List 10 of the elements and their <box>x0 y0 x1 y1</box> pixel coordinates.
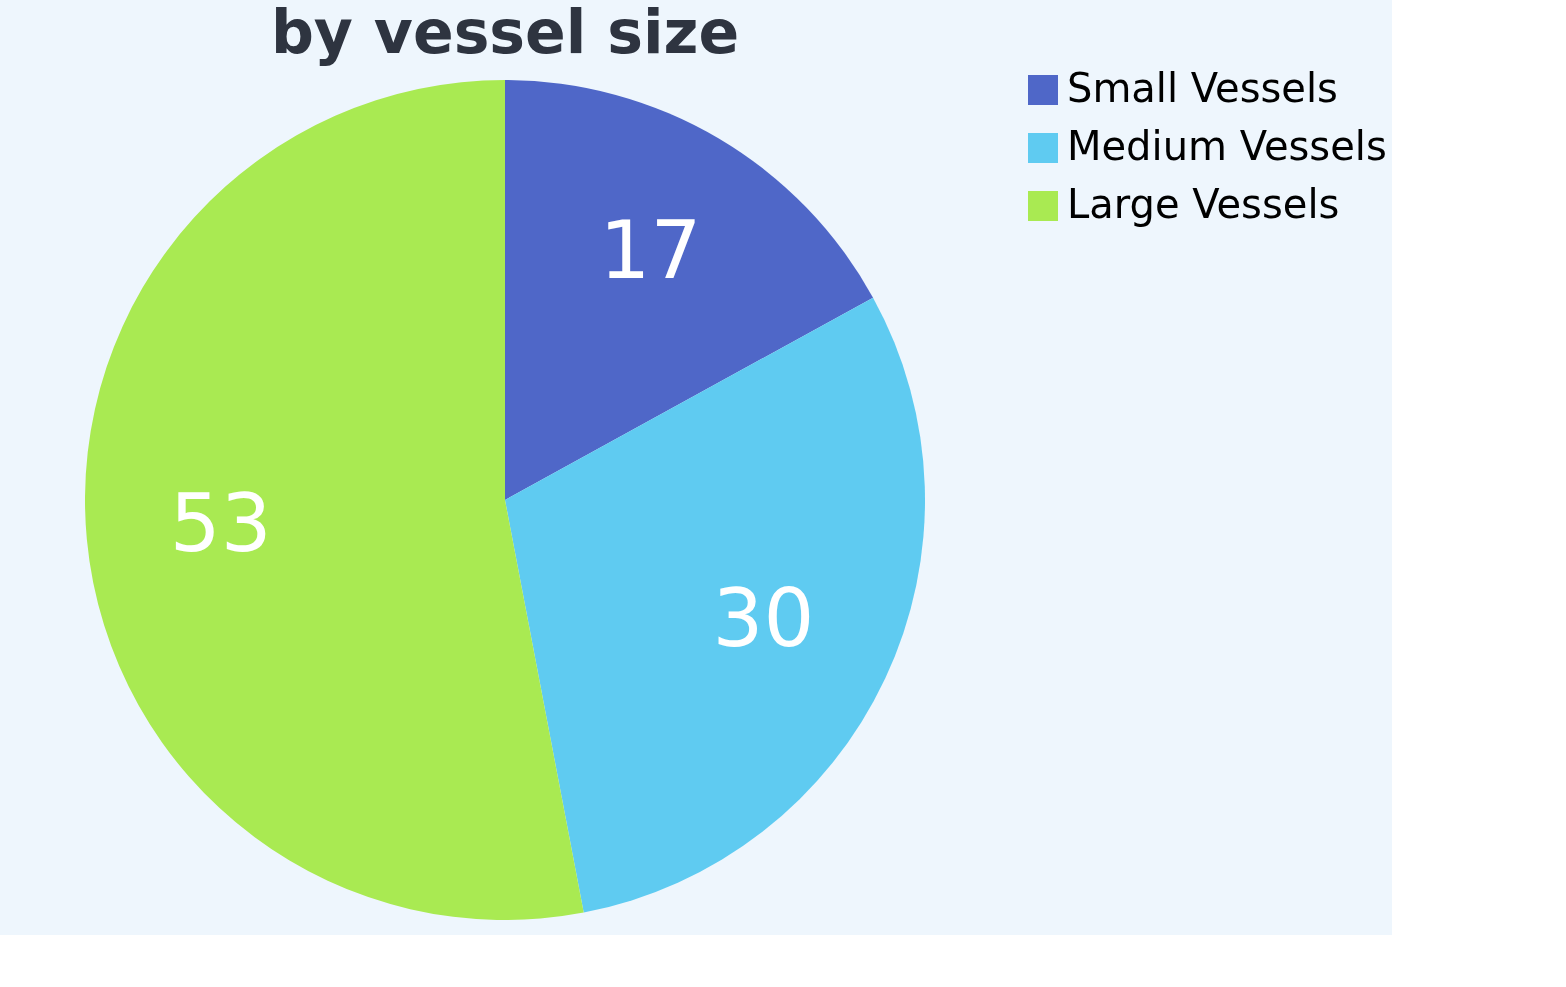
legend-label: Small Vessels <box>1067 65 1338 111</box>
data-label: 53 <box>169 476 272 570</box>
legend-label: Medium Vessels <box>1067 123 1387 169</box>
pie-slice <box>505 297 925 913</box>
chart-title: by vessel size <box>270 0 740 67</box>
legend-label: Large Vessels <box>1067 181 1340 227</box>
pie-slice <box>505 80 874 500</box>
data-label: 17 <box>599 204 702 298</box>
data-label: 30 <box>712 571 815 665</box>
pie-slice <box>85 80 584 920</box>
